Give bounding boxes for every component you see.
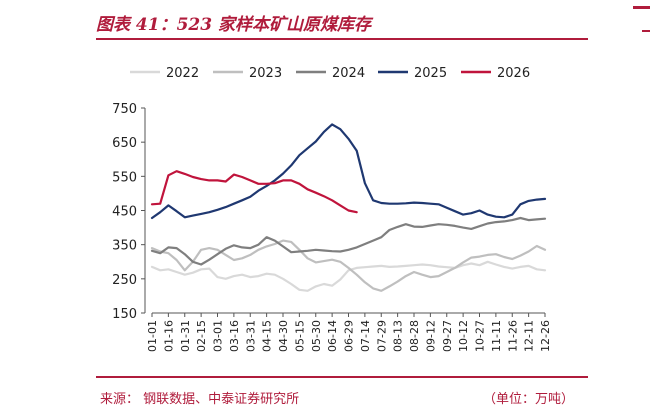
x-tick-label: 03-16 bbox=[228, 320, 241, 352]
chart-legend: 2022 2023 2024 2025 2026 bbox=[130, 66, 530, 81]
x-axis: 01-01 01-16 01-31 02-15 03-01 03-16 03-31 04-15… bbox=[146, 312, 552, 352]
legend-label-2026: 2026 bbox=[497, 66, 530, 81]
series-line-2022 bbox=[150, 260, 547, 292]
corner-accent bbox=[633, 6, 650, 9]
x-tick-label: 01-01 bbox=[146, 320, 159, 352]
x-tick-label: 06-29 bbox=[343, 320, 356, 352]
legend-label-2022: 2022 bbox=[166, 66, 199, 81]
y-tick-label: 350 bbox=[112, 239, 137, 254]
y-tick-label: 750 bbox=[112, 102, 137, 117]
series-line-2023 bbox=[150, 239, 547, 292]
x-tick-label: 08-28 bbox=[408, 320, 421, 352]
x-tick-label: 11-26 bbox=[506, 320, 519, 352]
legend-label-2024: 2024 bbox=[332, 66, 365, 81]
y-tick-label: 650 bbox=[112, 136, 137, 151]
source-divider bbox=[96, 376, 588, 378]
x-tick-label: 07-29 bbox=[375, 320, 388, 352]
plot-area bbox=[150, 123, 547, 292]
series-line-2024 bbox=[150, 216, 547, 266]
legend-label-2023: 2023 bbox=[249, 66, 282, 81]
x-tick-label: 10-12 bbox=[457, 320, 470, 352]
source-note: 来源： 钢联数据、中泰证券研究所 bbox=[100, 392, 300, 407]
x-tick-label: 07-14 bbox=[359, 320, 372, 352]
y-tick-label: 150 bbox=[112, 307, 137, 322]
x-tick-label: 09-12 bbox=[424, 320, 437, 352]
corner-accent-tick bbox=[642, 30, 650, 32]
x-tick-label: 09-27 bbox=[441, 320, 454, 352]
y-tick-label: 450 bbox=[112, 205, 137, 220]
x-tick-label: 11-11 bbox=[490, 320, 503, 352]
x-tick-label: 01-31 bbox=[179, 320, 192, 352]
title-bar: 图表 41：523 家样本矿山原煤库存 bbox=[96, 6, 588, 40]
y-tick-label: 550 bbox=[112, 170, 137, 185]
x-tick-label: 12-11 bbox=[523, 320, 536, 352]
x-tick-label: 08-13 bbox=[392, 320, 405, 352]
x-tick-label: 04-30 bbox=[277, 320, 290, 352]
x-tick-label: 02-15 bbox=[195, 320, 208, 352]
x-tick-label: 01-16 bbox=[162, 320, 175, 352]
legend-label-2025: 2025 bbox=[414, 66, 447, 81]
x-tick-label: 12-26 bbox=[539, 320, 552, 352]
series-line-2026 bbox=[150, 170, 358, 214]
x-tick-label: 03-31 bbox=[244, 320, 257, 352]
x-tick-label: 05-30 bbox=[310, 320, 323, 352]
y-tick-label: 250 bbox=[112, 273, 137, 288]
x-tick-label: 10-27 bbox=[474, 320, 487, 352]
unit-note: （单位：万吨） bbox=[482, 392, 574, 407]
series-line-2025 bbox=[150, 123, 547, 220]
x-tick-label: 04-15 bbox=[261, 320, 274, 352]
x-tick-label: 06-14 bbox=[326, 320, 339, 352]
y-axis: 150 250 350 450 550 650 750 bbox=[112, 102, 146, 322]
x-tick-label: 05-15 bbox=[293, 320, 306, 352]
figure-title: 图表 41：523 家样本矿山原煤库存 bbox=[96, 15, 371, 35]
x-tick-label: 03-01 bbox=[212, 320, 225, 352]
